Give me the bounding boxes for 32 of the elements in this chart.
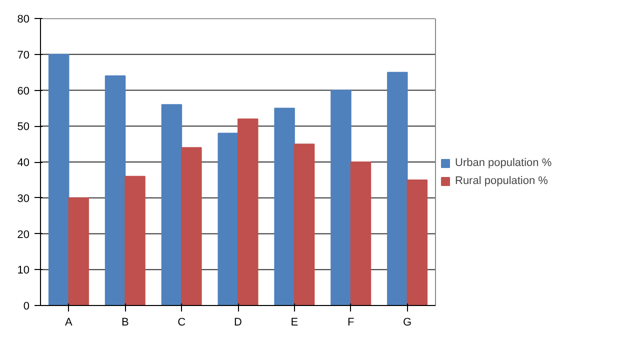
bar: [350, 162, 372, 306]
y-tick-label: 10: [17, 264, 30, 277]
bar: [238, 118, 258, 306]
y-tick-label: 70: [17, 49, 30, 62]
bar: [68, 197, 89, 306]
bar: [387, 72, 408, 306]
bar: [104, 75, 126, 306]
legend-label: Rural population %: [455, 175, 548, 187]
x-tick-label: C: [178, 316, 186, 328]
x-tick-label: D: [234, 316, 242, 328]
legend-label: Urban population %: [455, 157, 552, 169]
bar: [218, 132, 238, 306]
y-tick-label: 30: [17, 192, 30, 205]
y-tick-label: 80: [17, 14, 30, 26]
bar: [330, 90, 352, 306]
y-tick-label: 20: [17, 228, 30, 241]
x-tick-label: G: [403, 316, 412, 328]
bar: [124, 176, 146, 306]
bar: [181, 147, 202, 306]
y-tick-label: 40: [17, 157, 30, 169]
x-tick-label: A: [65, 316, 74, 328]
bar: [406, 179, 428, 306]
bar: [274, 108, 295, 306]
x-tick-label: B: [121, 316, 129, 328]
y-tick-label: 60: [17, 85, 30, 98]
bar: [294, 144, 315, 306]
bar: [48, 54, 70, 306]
bar: [161, 104, 182, 306]
y-tick-label: 50: [17, 121, 30, 134]
y-tick-label: 0: [23, 300, 30, 312]
x-tick-label: F: [348, 316, 354, 328]
x-tick-label: E: [290, 316, 298, 328]
